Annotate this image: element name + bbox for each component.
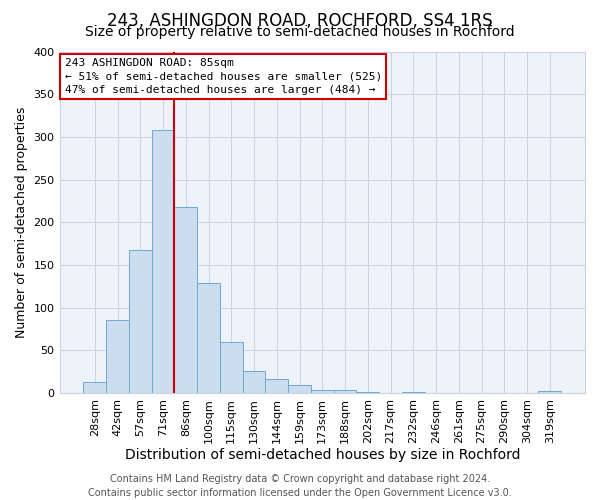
Bar <box>106 320 129 393</box>
Bar <box>83 382 106 393</box>
Bar <box>197 283 220 393</box>
Y-axis label: Number of semi-detached properties: Number of semi-detached properties <box>15 106 28 338</box>
Text: Size of property relative to semi-detached houses in Rochford: Size of property relative to semi-detach… <box>85 25 515 39</box>
Bar <box>538 392 561 393</box>
Bar <box>220 342 242 393</box>
Text: Contains HM Land Registry data © Crown copyright and database right 2024.
Contai: Contains HM Land Registry data © Crown c… <box>88 474 512 498</box>
Bar <box>129 250 152 393</box>
Text: 243 ASHINGDON ROAD: 85sqm
← 51% of semi-detached houses are smaller (525)
47% of: 243 ASHINGDON ROAD: 85sqm ← 51% of semi-… <box>65 58 382 94</box>
X-axis label: Distribution of semi-detached houses by size in Rochford: Distribution of semi-detached houses by … <box>125 448 520 462</box>
Bar <box>311 390 334 393</box>
Bar <box>288 384 311 393</box>
Text: 243, ASHINGDON ROAD, ROCHFORD, SS4 1RS: 243, ASHINGDON ROAD, ROCHFORD, SS4 1RS <box>107 12 493 30</box>
Bar <box>242 371 265 393</box>
Bar <box>152 130 175 393</box>
Bar <box>334 390 356 393</box>
Bar <box>175 207 197 393</box>
Bar <box>265 378 288 393</box>
Bar <box>402 392 425 393</box>
Bar <box>356 392 379 393</box>
